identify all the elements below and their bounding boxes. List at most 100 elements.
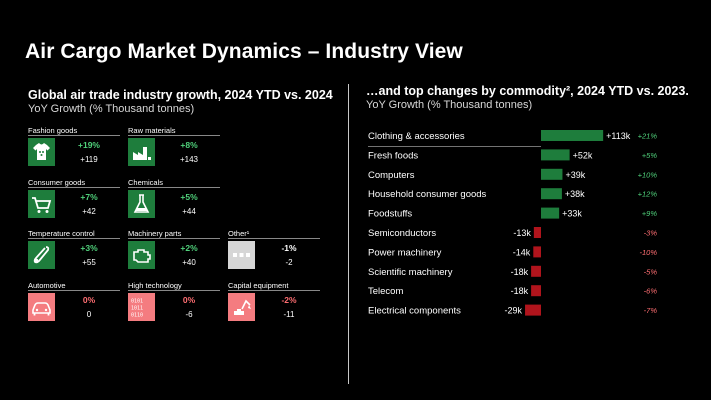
industry-name: Other¹ — [228, 229, 250, 238]
industry-name: Temperature control — [28, 229, 95, 238]
tile-rule — [28, 238, 120, 239]
value-label: -29k — [505, 306, 523, 316]
percent-label: +12% — [638, 190, 658, 199]
tile-rule — [128, 238, 220, 239]
value-label: +52k — [573, 150, 593, 160]
industry-tile: Machinery parts +2% +40 — [128, 229, 220, 281]
growth-thousand-tonnes: 0 — [86, 310, 92, 319]
industry-tile: Temperature control +3% +55 — [28, 229, 120, 281]
car-icon — [28, 293, 55, 321]
bar — [533, 227, 541, 238]
growth-thousand-tonnes: +119 — [80, 155, 98, 164]
growth-percent: -1% — [281, 243, 297, 253]
growth-thousand-tonnes: +40 — [182, 258, 196, 267]
tile-rule — [28, 187, 120, 188]
value-label: +33k — [562, 209, 582, 219]
right-panel-heading: …and top changes by commodity², 2024 YTD… — [366, 84, 689, 98]
bar — [531, 285, 541, 297]
category-label: Fresh foods — [368, 150, 418, 161]
industry-tile: Other¹ -1% -2 — [228, 229, 320, 281]
percent-label: +10% — [638, 170, 658, 179]
industry-name: Chemicals — [128, 178, 164, 187]
percent-label: -5% — [644, 267, 658, 276]
industry-name: Raw materials — [128, 126, 176, 135]
growth-percent: +7% — [80, 192, 98, 202]
growth-thousand-tonnes: -2 — [285, 258, 293, 267]
tshirt-icon — [28, 138, 55, 166]
category-label: Clothing & accessories — [368, 131, 465, 142]
factory-icon — [128, 138, 155, 166]
industry-tile: Automotive 0% 0 — [28, 281, 120, 333]
svg-text:1011: 1011 — [131, 306, 143, 312]
percent-label: +9% — [642, 209, 658, 218]
industry-tile: Raw materials +8% +143 — [128, 126, 220, 178]
industry-tile: High technology 0101 1011 0110 0% -6 — [128, 281, 220, 333]
svg-text:0110: 0110 — [131, 313, 143, 319]
bar — [541, 188, 562, 200]
category-label: Household consumer goods — [368, 189, 487, 200]
industry-name: High technology — [128, 281, 182, 290]
growth-percent: +2% — [180, 243, 198, 253]
growth-thousand-tonnes: +42 — [82, 207, 96, 216]
bar — [531, 265, 541, 277]
dots-icon — [228, 241, 255, 269]
growth-percent: 0% — [182, 295, 196, 305]
engine-icon — [128, 241, 155, 269]
value-label: -18k — [511, 286, 529, 296]
right-panel-subheading: YoY Growth (% Thousand tonnes) — [366, 99, 533, 111]
bar — [541, 130, 604, 141]
value-label: -14k — [513, 247, 531, 257]
category-label: Power machinery — [368, 247, 442, 258]
left-panel-subheading: YoY Growth (% Thousand tonnes) — [28, 103, 195, 115]
growth-percent: +8% — [180, 140, 198, 150]
category-label: Scientific machinery — [368, 267, 453, 278]
bar — [541, 207, 560, 219]
tile-rule — [228, 290, 320, 291]
growth-thousand-tonnes: +55 — [82, 258, 96, 267]
binary-code-icon: 0101 1011 0110 — [128, 293, 155, 321]
growth-percent: +3% — [80, 243, 98, 253]
value-label: +113k — [606, 131, 631, 141]
growth-percent: +5% — [180, 192, 198, 202]
industry-name: Machinery parts — [128, 229, 182, 238]
tile-rule — [228, 238, 320, 239]
industry-tile: Capital equipment -2% -11 — [228, 281, 320, 333]
tile-rule — [28, 135, 120, 136]
category-label: Computers — [368, 170, 415, 181]
percent-label: +21% — [638, 132, 658, 141]
value-label: -13k — [513, 228, 531, 238]
percent-label: -7% — [644, 306, 658, 315]
growth-thousand-tonnes: -11 — [283, 310, 295, 319]
percent-label: -10% — [639, 248, 657, 257]
panel-divider — [348, 84, 349, 384]
shopping-cart-icon — [28, 190, 55, 218]
category-label: Foodstuffs — [368, 209, 412, 220]
bar — [533, 246, 541, 258]
percent-label: -3% — [644, 229, 658, 238]
flask-icon — [128, 190, 155, 218]
left-panel-heading: Global air trade industry growth, 2024 Y… — [28, 88, 333, 102]
growth-percent: 0% — [82, 295, 96, 305]
excavator-icon — [228, 293, 255, 321]
industry-name: Capital equipment — [228, 281, 289, 290]
value-label: +38k — [565, 189, 585, 199]
growth-thousand-tonnes: +44 — [182, 207, 196, 216]
tile-rule — [128, 135, 220, 136]
tile-rule — [128, 290, 220, 291]
tile-rule — [28, 290, 120, 291]
value-label: +39k — [565, 170, 585, 180]
category-label: Telecom — [368, 286, 403, 297]
industry-name: Consumer goods — [28, 178, 86, 187]
tile-rule — [128, 187, 220, 188]
bar — [525, 304, 541, 316]
industry-name: Fashion goods — [28, 126, 78, 135]
bar — [541, 149, 570, 161]
industry-name: Automotive — [28, 281, 66, 290]
industry-tile: Fashion goods +19% +119 — [28, 126, 120, 178]
percent-label: -6% — [644, 287, 658, 296]
percent-label: +5% — [642, 151, 658, 160]
page-title: Air Cargo Market Dynamics – Industry Vie… — [25, 40, 463, 63]
growth-thousand-tonnes: -6 — [185, 310, 193, 319]
bar — [541, 168, 563, 180]
